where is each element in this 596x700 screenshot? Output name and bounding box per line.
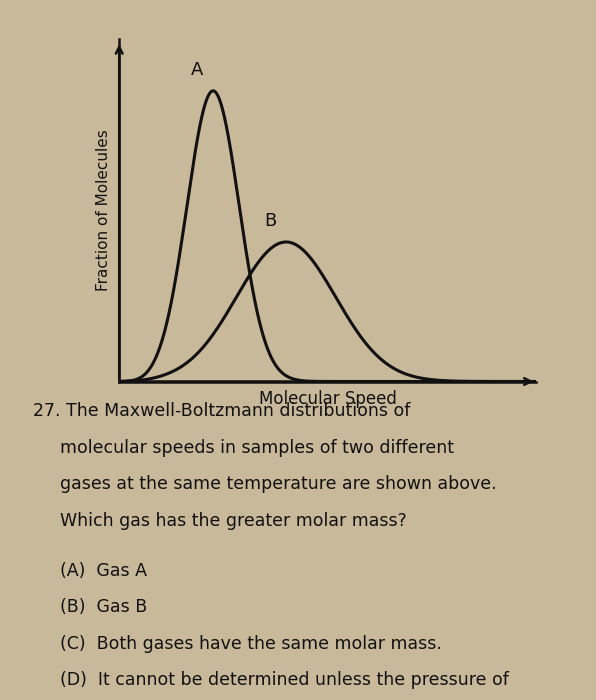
Text: A: A (191, 61, 204, 79)
X-axis label: Molecular Speed: Molecular Speed (259, 390, 397, 408)
Text: (A)  Gas A: (A) Gas A (60, 562, 147, 580)
Text: (C)  Both gases have the same molar mass.: (C) Both gases have the same molar mass. (60, 635, 442, 653)
Text: gases at the same temperature are shown above.: gases at the same temperature are shown … (60, 475, 496, 493)
Text: (D)  It cannot be determined unless the pressure of: (D) It cannot be determined unless the p… (60, 671, 508, 690)
Text: B: B (264, 212, 277, 230)
Text: Which gas has the greater molar mass?: Which gas has the greater molar mass? (60, 512, 406, 530)
Text: (B)  Gas B: (B) Gas B (60, 598, 147, 617)
Y-axis label: Fraction of Molecules: Fraction of Molecules (96, 129, 111, 291)
Text: molecular speeds in samples of two different: molecular speeds in samples of two diffe… (60, 439, 454, 457)
Text: 27. The Maxwell-Boltzmann distributions of: 27. The Maxwell-Boltzmann distributions … (33, 402, 410, 421)
